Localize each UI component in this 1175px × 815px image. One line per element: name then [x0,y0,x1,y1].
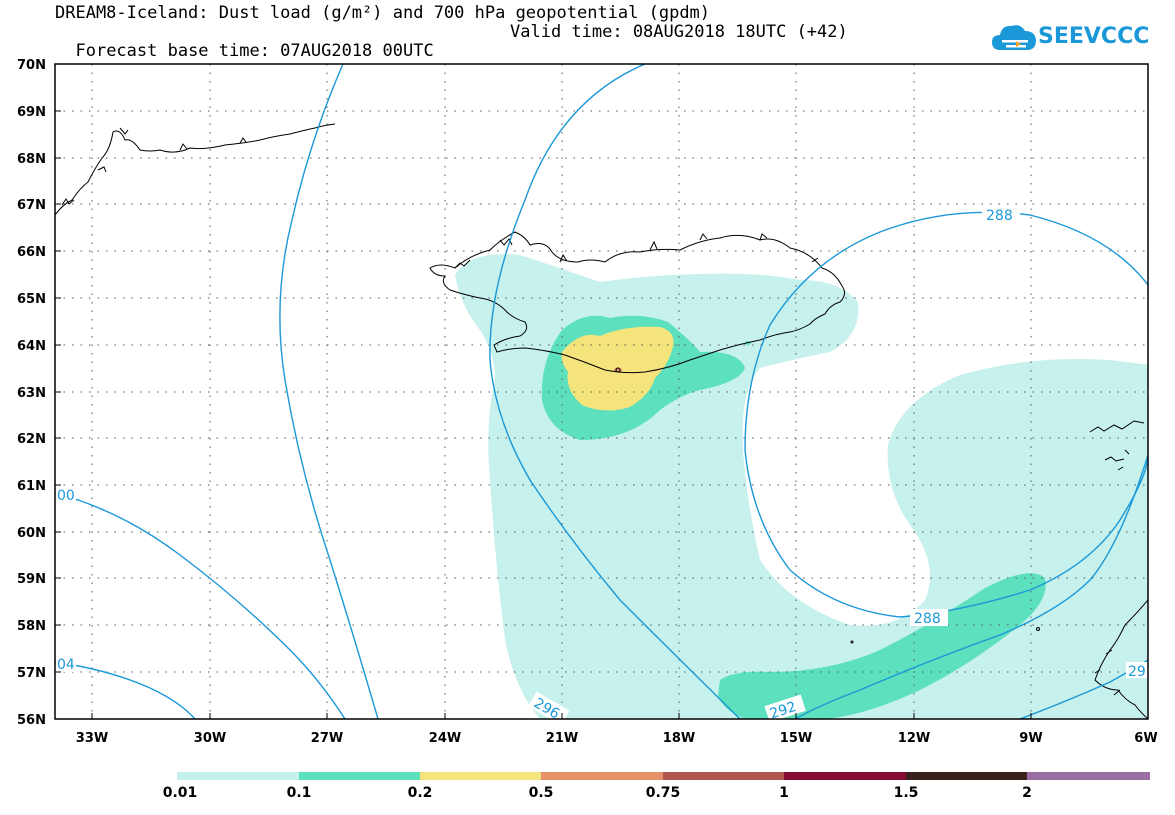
valid-time: Valid time: 08AUG2018 18UTC (+42) [510,22,848,42]
seevccc-logo: SEEVCCC [990,20,1150,56]
lat-label-56n: 56N [17,713,46,728]
colorbar-segment-1 [177,772,299,780]
lat-label-64n: 64N [17,339,46,354]
lat-label-61n: 61N [17,479,46,494]
contour-288 [744,211,1148,618]
lat-label-57n: 57N [17,666,46,681]
contour-west-b [55,661,196,719]
colorbar-label-1-5: 1.5 [893,785,919,801]
lat-label-70n: 70N [17,58,46,73]
lon-label-33w: 33W [76,731,108,746]
contour-296 [489,64,741,719]
colorbar-segment-6 [784,772,906,780]
longitude-labels: 33W 30W 27W 24W 21W 18W 15W 12W 9W 6W [76,731,1158,746]
lat-label-58n: 58N [17,619,46,634]
forecast-time-line: Forecast base time: 07AUG2018 00UTC Vali… [55,23,847,80]
cloud-icon [992,25,1036,50]
lat-label-59n: 59N [17,572,46,587]
geopotential-contours [55,64,1148,719]
colorbar-segment-3 [420,772,541,780]
colorbar-segment-4 [541,772,663,780]
lat-gridlines [55,110,1148,673]
lat-label-63n: 63N [17,386,46,401]
logo-text: SEEVCCC [1038,24,1150,49]
contour-label-288-north: 288 [986,208,1013,224]
contour-300 [279,64,379,719]
contour-label-304: 04 [57,657,75,673]
colorbar-label-1: 1 [779,785,789,801]
colorbar-label-0-01: 0.01 [162,785,198,801]
contour-292 [794,454,1148,719]
contour-labels: 288 288 292 296 00 04 29 [56,206,1148,726]
colorbar-label-0-2: 0.2 [407,785,433,801]
colorbar-label-0-1: 0.1 [286,785,312,801]
lon-label-27w: 27W [311,731,343,746]
contour-west-a [55,492,346,719]
contour-label-east: 29 [1128,664,1146,680]
lon-label-18w: 18W [663,731,695,746]
lon-label-12w: 12W [898,731,930,746]
dust-area-low-west [455,254,1148,719]
lat-label-65n: 65N [17,292,46,307]
coastlines [55,123,1148,719]
colorbar-label-0-5: 0.5 [528,785,554,801]
lon-label-9w: 9W [1019,731,1042,746]
colorbar-segment-2 [299,772,420,780]
lat-label-62n: 62N [17,432,46,447]
map-title: DREAM8-Iceland: Dust load (g/m²) and 700… [55,3,711,23]
colorbar-segment-7 [906,772,1027,780]
lat-label-66n: 66N [17,245,46,260]
lon-label-15w: 15W [780,731,812,746]
latitude-labels: 70N 69N 68N 67N 66N 65N 64N 63N 62N 61N … [17,58,46,728]
tick-marks [55,110,1032,719]
colorbar-segment-5 [663,772,784,780]
contour-label-292: 292 [768,699,798,722]
lat-label-60n: 60N [17,526,46,541]
lon-label-30w: 30W [194,731,226,746]
dust-area-mid-southeast [718,573,1046,719]
forecast-base-time: Forecast base time: 07AUG2018 00UTC [75,41,434,61]
colorbar-label-2: 2 [1022,785,1032,801]
lon-label-24w: 24W [429,731,461,746]
lat-label-69n: 69N [17,105,46,120]
contour-label-300: 00 [57,488,75,504]
lon-label-21w: 21W [546,731,578,746]
lat-label-68n: 68N [17,152,46,167]
lon-label-6w: 6W [1134,731,1157,746]
contour-label-288-south: 288 [914,611,941,627]
lat-label-67n: 67N [17,198,46,213]
colorbar-label-0-75: 0.75 [645,785,681,801]
colorbar-segment-8 [1027,772,1150,780]
